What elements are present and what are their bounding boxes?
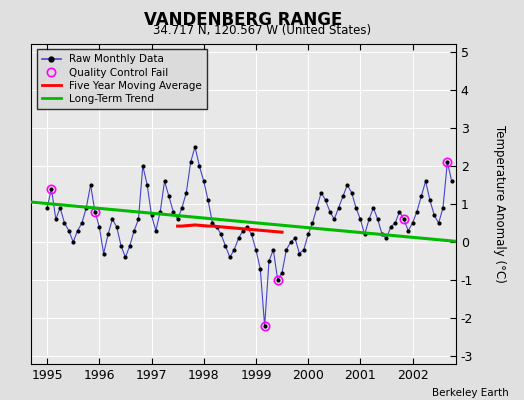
Text: 34.717 N, 120.567 W (United States): 34.717 N, 120.567 W (United States) (153, 24, 371, 37)
Text: Berkeley Earth: Berkeley Earth (432, 388, 508, 398)
Y-axis label: Temperature Anomaly (°C): Temperature Anomaly (°C) (493, 125, 506, 283)
Legend: Raw Monthly Data, Quality Control Fail, Five Year Moving Average, Long-Term Tren: Raw Monthly Data, Quality Control Fail, … (37, 49, 207, 109)
Title: VANDENBERG RANGE: VANDENBERG RANGE (145, 10, 343, 28)
